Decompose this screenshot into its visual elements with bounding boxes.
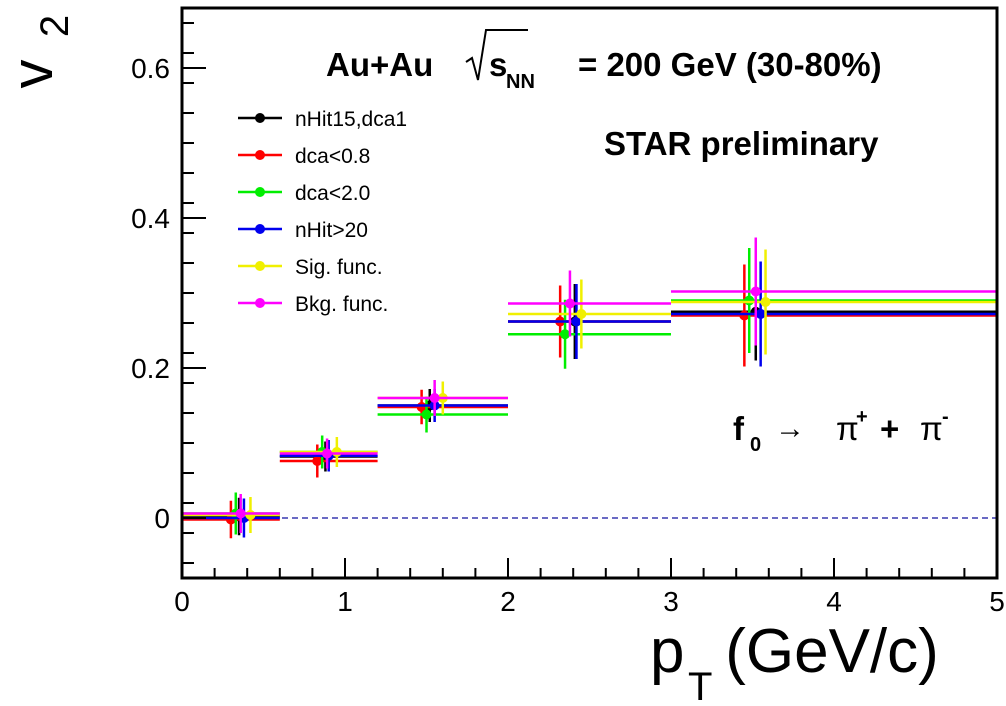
data-point: [564, 298, 575, 309]
x-axis-label-unit: (GeV/c): [708, 617, 939, 686]
legend-label: Sig. func.: [295, 256, 383, 279]
legend-label: Bkg. func.: [295, 293, 388, 316]
energy-value: = 200 GeV (30-80%): [578, 46, 882, 83]
legend-swatch-marker: [255, 113, 265, 123]
preliminary-label: STAR preliminary: [604, 125, 879, 162]
x-axis-label: p T (GeV/c): [650, 617, 939, 706]
legend-swatch-marker: [255, 261, 265, 271]
legend-entry: Sig. func.: [238, 256, 383, 279]
y-axis-label-main: v: [0, 60, 65, 89]
legend-label: nHit>20: [295, 219, 368, 242]
legend-entry: nHit>20: [238, 219, 368, 242]
data-point: [576, 309, 587, 319]
energy-annotation: Au+Au s NN = 200 GeV (30-80%): [326, 29, 882, 93]
data-point: [744, 295, 755, 306]
data-point: [331, 447, 342, 457]
x-tick-label: 5: [989, 586, 1005, 617]
energy-sqrt-s: s: [489, 46, 507, 83]
reaction-sup-minus: -: [942, 406, 949, 428]
data-point: [429, 393, 440, 403]
legend-swatch-marker: [255, 187, 265, 197]
data-point: [571, 316, 582, 327]
legend-swatch-marker: [255, 224, 265, 234]
data-point: [560, 329, 571, 340]
legend-label: dca<2.0: [295, 182, 370, 205]
reaction-arrow: →: [775, 412, 805, 445]
sqrt-symbol: [465, 29, 528, 81]
y-tick-label: 0: [154, 503, 170, 534]
x-tick-label: 4: [826, 586, 842, 617]
data-point: [245, 510, 256, 520]
x-axis-label-sub: T: [688, 665, 712, 706]
legend: nHit15,dca1 dca<0.8 dca<2.0 nHit>20 Sig. fun…: [238, 108, 407, 316]
legend-entry: nHit15,dca1: [238, 108, 407, 131]
reaction-plus: +: [880, 410, 899, 447]
series-5: [182, 237, 997, 533]
reaction-particle: f: [733, 410, 745, 447]
legend-entry: dca<2.0: [238, 182, 370, 205]
chart-title: Au+Au: [326, 46, 433, 83]
y-axis-label-sub: 2: [33, 15, 77, 37]
x-tick-label: 1: [337, 586, 353, 617]
y-tick-label: 0.2: [131, 353, 170, 384]
data-point: [760, 297, 771, 307]
legend-label: nHit15,dca1: [295, 108, 407, 131]
data-point: [755, 309, 766, 319]
legend-swatch-marker: [255, 298, 265, 308]
data-point: [739, 310, 750, 321]
data-point: [322, 448, 333, 459]
reaction-sup-plus: +: [856, 406, 868, 428]
x-tick-label: 3: [663, 586, 679, 617]
data-point: [421, 409, 432, 420]
x-tick-label: 2: [500, 586, 516, 617]
legend-label: dca<0.8: [295, 145, 370, 168]
data-point: [750, 286, 761, 297]
data-point: [312, 456, 323, 466]
x-axis-label-main: p: [650, 617, 684, 686]
energy-sqrt-sub: NN: [506, 71, 535, 93]
reaction-annotation: f 0 → π + + π -: [733, 406, 949, 456]
legend-swatch-marker: [255, 150, 265, 160]
x-tick-label: 0: [174, 586, 190, 617]
axes-group: 0 1 2 3 4 5 0 0.2 0.4 0.6: [131, 6, 1005, 617]
y-axis-label: v 2: [0, 15, 77, 89]
legend-entry: Bkg. func.: [238, 293, 388, 316]
y-tick-label: 0.4: [131, 203, 170, 234]
data-point: [235, 508, 246, 519]
reaction-pi-plus: π: [836, 410, 859, 447]
legend-entry: dca<0.8: [238, 145, 370, 168]
reaction-pi-minus: π: [920, 410, 943, 447]
reaction-particle-sub: 0: [750, 434, 761, 456]
data-points-group: [182, 237, 997, 539]
y-tick-label: 0.6: [131, 53, 170, 84]
